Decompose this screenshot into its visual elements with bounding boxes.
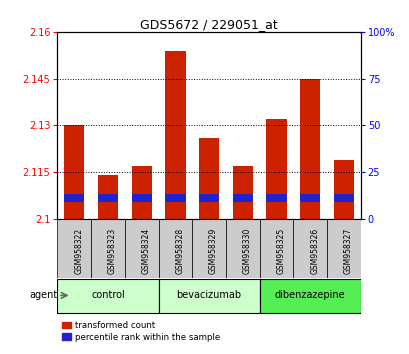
Text: GSM958327: GSM958327: [343, 228, 352, 274]
Bar: [124, 219, 158, 278]
Bar: [131, 194, 151, 202]
Bar: [192, 219, 225, 278]
Bar: [158, 219, 192, 278]
Text: GSM958323: GSM958323: [108, 228, 117, 274]
Bar: [266, 119, 286, 219]
Bar: [333, 160, 353, 219]
Bar: [64, 125, 84, 219]
Bar: [333, 194, 353, 202]
Bar: [225, 219, 259, 278]
Bar: [259, 279, 360, 313]
Bar: [259, 219, 293, 278]
Text: GSM958329: GSM958329: [209, 228, 218, 274]
Bar: [293, 219, 326, 278]
Bar: [91, 219, 124, 278]
Text: GSM958330: GSM958330: [242, 228, 251, 274]
Text: GSM958324: GSM958324: [142, 228, 151, 274]
Bar: [299, 79, 319, 219]
Bar: [198, 138, 219, 219]
Text: GSM958328: GSM958328: [175, 228, 184, 274]
Text: GSM958325: GSM958325: [276, 228, 285, 274]
Bar: [131, 166, 151, 219]
Bar: [232, 194, 252, 202]
Bar: [98, 175, 118, 219]
Bar: [266, 194, 286, 202]
Bar: [57, 279, 158, 313]
Text: agent: agent: [30, 290, 58, 301]
Bar: [158, 279, 259, 313]
Text: bevacizumab: bevacizumab: [176, 290, 241, 301]
Legend: transformed count, percentile rank within the sample: transformed count, percentile rank withi…: [58, 318, 223, 345]
Title: GDS5672 / 229051_at: GDS5672 / 229051_at: [140, 18, 277, 31]
Bar: [232, 166, 252, 219]
Text: GSM958322: GSM958322: [74, 228, 83, 274]
Bar: [198, 194, 219, 202]
Bar: [64, 194, 84, 202]
Text: GSM958326: GSM958326: [310, 228, 319, 274]
Text: control: control: [91, 290, 124, 301]
Bar: [165, 51, 185, 219]
Bar: [98, 194, 118, 202]
Bar: [299, 194, 319, 202]
Bar: [57, 219, 91, 278]
Text: dibenzazepine: dibenzazepine: [274, 290, 345, 301]
Bar: [165, 194, 185, 202]
Bar: [326, 219, 360, 278]
